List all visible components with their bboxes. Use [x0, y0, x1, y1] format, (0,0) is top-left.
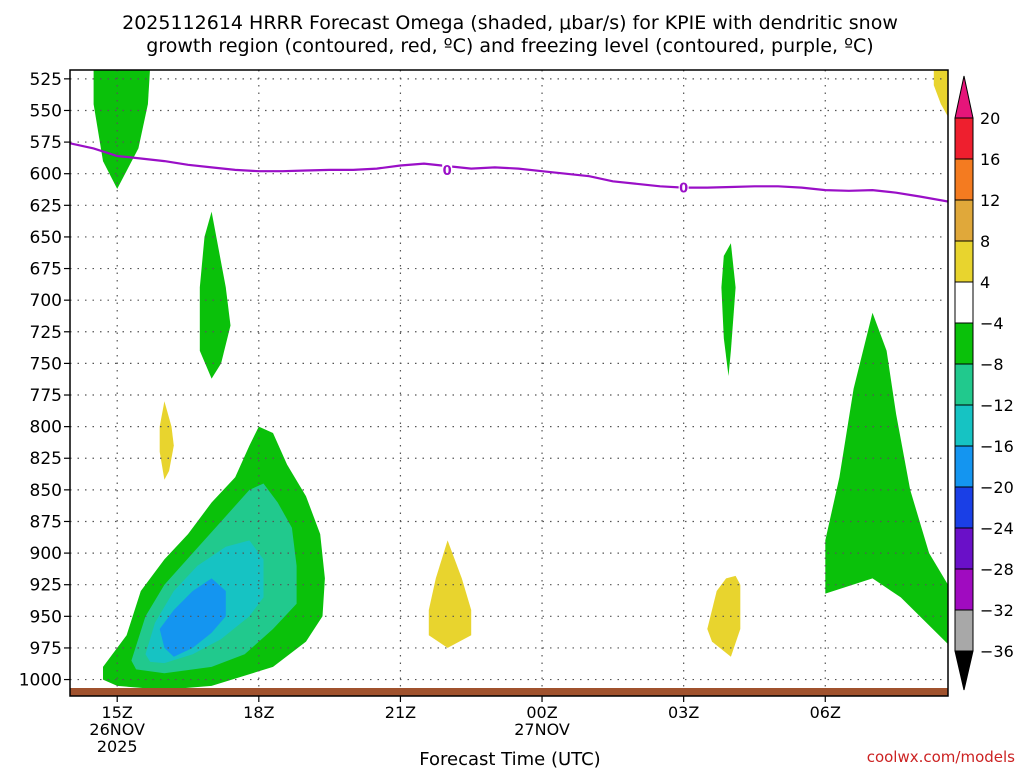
y-tick-label: 575: [30, 133, 62, 153]
x-tick-label: 03Z: [668, 703, 699, 722]
y-tick-label: 900: [30, 544, 62, 564]
y-tick-label: 675: [30, 260, 62, 280]
colorbar-label: −8: [980, 355, 1004, 374]
colorbar-segment: [954, 158, 974, 201]
x-tick-year: 2025: [97, 737, 138, 756]
colorbar-label: −12: [980, 396, 1014, 415]
y-tick-label: 525: [30, 70, 62, 90]
colorbar-segment: [954, 363, 974, 406]
y-tick-label: 750: [30, 354, 62, 374]
watermark: coolwx.com/models: [867, 748, 1015, 766]
x-tick-label: 21Z: [385, 703, 416, 722]
plot-frame: [69, 69, 949, 697]
chart-title-line1: 2025112614 HRRR Forecast Omega (shaded, …: [122, 12, 898, 34]
colorbar-segment: [954, 568, 974, 611]
x-tick-label: 15Z: [102, 703, 133, 722]
omega-region-yellow-8: [159, 401, 174, 480]
omega-shading: [93, 70, 948, 690]
colorbar-label: −32: [980, 601, 1014, 620]
colorbar-label: −4: [980, 314, 1004, 333]
x-tick-label: 18Z: [243, 703, 274, 722]
colorbar-segment: [954, 281, 974, 324]
colorbar-bottom-arrow: [954, 650, 974, 691]
colorbar-label: −24: [980, 519, 1014, 538]
y-tick-label: 875: [30, 512, 62, 532]
x-tick-date: 27NOV: [514, 720, 570, 739]
y-axis: 525 550 575 600 625 650 675 700 725 750 775 800 825 8…: [19, 70, 70, 691]
colorbar-segment: [954, 240, 974, 283]
omega-region-blue-7: [159, 578, 226, 657]
colorbar-label: −36: [980, 642, 1014, 661]
y-tick-label: 725: [30, 323, 62, 343]
freezing-label-bg: [442, 162, 453, 177]
freezing-label-bg: [678, 180, 689, 195]
y-tick-label: 825: [30, 449, 62, 469]
y-tick-label: 1000: [19, 671, 62, 691]
y-tick-label: 800: [30, 418, 62, 438]
y-tick-label: 550: [30, 101, 62, 121]
colorbar-segment: [954, 609, 974, 652]
omega-region-green-2: [721, 243, 736, 376]
colorbar-segment: [954, 322, 974, 365]
ground-surface: [70, 688, 948, 696]
x-axis-label: Forecast Time (UTC): [419, 749, 600, 768]
colorbar-label: −16: [980, 437, 1014, 456]
y-tick-label: 975: [30, 639, 62, 659]
y-tick-label: 950: [30, 607, 62, 627]
freezing-level-label: 0: [443, 164, 452, 179]
colorbar-label: 4: [980, 273, 990, 292]
colorbar-label: −28: [980, 560, 1014, 579]
omega-region-green-0: [93, 70, 150, 189]
omega-region-yellow-9: [428, 540, 472, 648]
colorbar-segment: [954, 199, 974, 242]
y-tick-label: 775: [30, 386, 62, 406]
freezing-level-label: 0: [679, 182, 688, 197]
freezing-level-line: [70, 142, 948, 203]
colorbar-segment: [954, 117, 974, 160]
colorbar-label: 16: [980, 150, 1000, 169]
omega-region-green-1: [199, 211, 231, 379]
freezing-level-labels: 00: [442, 162, 689, 197]
colorbar: 20 16 12 8 4 −4 −8 −12 −16 −20 −24 −28 −32 −36: [954, 75, 1014, 691]
colorbar-top-arrow: [954, 75, 974, 119]
colorbar-segment: [954, 445, 974, 488]
chart-title-line2: growth region (contoured, red, ºC) and f…: [146, 35, 873, 57]
x-tick-label: 06Z: [810, 703, 841, 722]
omega-region-yellow-11: [933, 70, 948, 117]
y-tick-label: 700: [30, 291, 62, 311]
x-tick-date: 26NOV: [89, 720, 145, 739]
y-tick-label: 625: [30, 196, 62, 216]
y-tick-label: 600: [30, 165, 62, 185]
x-tick-label: 00Z: [526, 703, 557, 722]
plot-area: 00: [69, 69, 949, 697]
y-tick-label: 850: [30, 481, 62, 501]
y-tick-label: 650: [30, 228, 62, 248]
colorbar-label: −20: [980, 478, 1014, 497]
colorbar-label: 20: [980, 109, 1000, 128]
colorbar-label: 12: [980, 191, 1000, 210]
omega-region-green-3: [825, 312, 948, 645]
colorbar-label: 8: [980, 232, 990, 251]
colorbar-segment: [954, 404, 974, 447]
colorbar-segment: [954, 527, 974, 570]
colorbar-segment: [954, 486, 974, 529]
y-tick-label: 925: [30, 576, 62, 596]
